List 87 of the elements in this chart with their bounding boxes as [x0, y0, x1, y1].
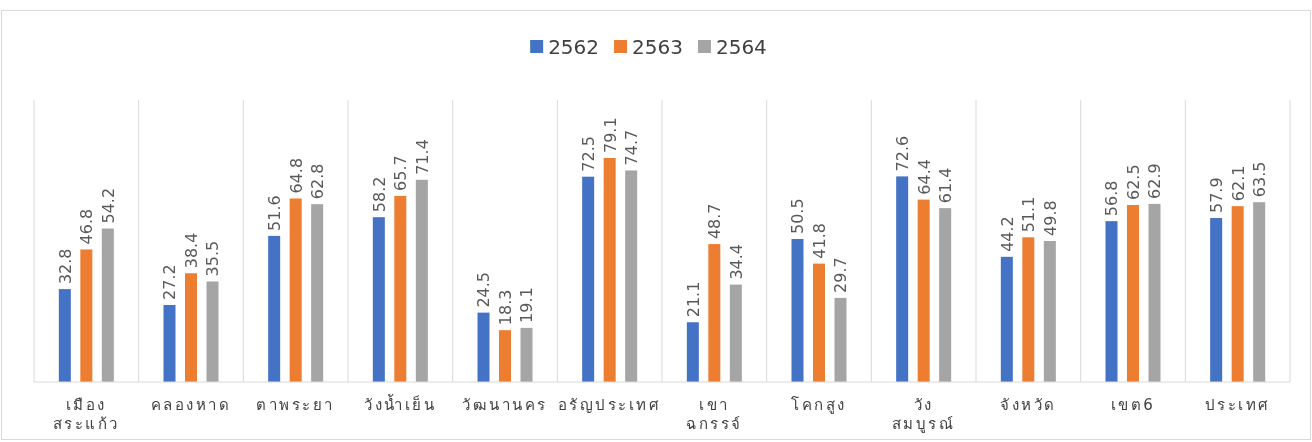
x-tick-label: วังน้ำเย็น [364, 394, 437, 414]
bar [80, 249, 93, 382]
data-label: 50.5 [788, 198, 808, 234]
bar [268, 235, 281, 382]
bar [185, 273, 197, 382]
bar [1148, 203, 1161, 382]
x-tick-label: คลองหาด [150, 396, 232, 414]
x-tick-label: ประเทศ [1204, 396, 1271, 414]
data-label: 62.9 [1145, 163, 1165, 199]
data-label: 62.5 [1124, 164, 1143, 201]
x-tick-label: ตาพระยา [256, 396, 335, 414]
data-label: 51.6 [265, 195, 285, 231]
data-label: 65.7 [391, 155, 411, 191]
data-label: 35.5 [203, 240, 223, 277]
x-tick-label: อรัญประเทศ [557, 396, 662, 414]
bar [939, 208, 952, 382]
data-label: 46.8 [77, 208, 97, 245]
bar [896, 176, 909, 382]
bar [1022, 237, 1035, 382]
data-label: 29.7 [831, 257, 851, 293]
x-tick-label: จังหวัด [1000, 396, 1057, 414]
bar [477, 312, 490, 382]
bar [791, 238, 804, 382]
bar [58, 289, 71, 382]
data-label: 64.8 [286, 157, 306, 194]
data-label: 61.4 [936, 167, 956, 204]
legend-label: 2564 [715, 35, 767, 59]
data-label: 62.1 [1228, 165, 1248, 202]
bar [625, 170, 638, 382]
bar [1253, 202, 1266, 382]
bar [708, 244, 721, 382]
bar [499, 330, 511, 382]
data-label: 34.4 [726, 243, 746, 280]
bar [163, 304, 176, 382]
data-label: 41.8 [810, 223, 829, 259]
bar [686, 322, 699, 382]
legend-label: 2563 [632, 35, 683, 59]
x-tick-label: โคกสูง [791, 396, 847, 414]
data-label: 72.5 [579, 136, 599, 172]
bar [394, 195, 407, 382]
bar [1210, 218, 1223, 382]
bar [729, 284, 742, 382]
data-label: 27.2 [160, 264, 180, 300]
bar [520, 327, 533, 382]
bar [917, 199, 930, 382]
bar [1043, 240, 1056, 382]
bar [372, 217, 385, 382]
data-label: 79.1 [600, 117, 620, 153]
bar [289, 198, 302, 382]
legend-label: 2562 [548, 35, 600, 59]
data-label: 71.4 [412, 139, 432, 175]
data-label: 48.7 [705, 203, 725, 240]
bar [603, 158, 616, 382]
bar [101, 228, 114, 382]
bar [1105, 221, 1118, 382]
x-tick-label: เขต6 [1110, 396, 1156, 414]
data-label: 64.4 [914, 159, 934, 195]
data-label: 57.9 [1207, 177, 1227, 214]
bar [415, 179, 428, 382]
data-label: 62.8 [308, 163, 328, 200]
bar [1231, 206, 1244, 382]
data-label: 18.3 [496, 289, 515, 326]
data-label: 38.4 [182, 232, 201, 269]
data-label: 49.8 [1040, 200, 1060, 236]
bar [1000, 256, 1013, 382]
bar [582, 176, 595, 382]
data-label: 21.1 [683, 281, 703, 318]
data-label: 72.6 [893, 135, 913, 172]
x-tick-label: วัฒนานคร [462, 396, 548, 414]
data-label: 74.7 [622, 129, 642, 166]
data-label: 63.5 [1250, 161, 1270, 198]
data-label: 51.1 [1019, 196, 1039, 233]
bar [311, 204, 324, 382]
bar [1127, 205, 1139, 382]
data-label: 58.2 [369, 176, 389, 213]
x-tick-label: เมือง สระแก้ว [52, 396, 120, 433]
data-label: 32.8 [55, 248, 75, 285]
data-label: 54.2 [98, 187, 118, 224]
data-label: 44.2 [997, 216, 1017, 252]
x-tick-label: วังสมบูรณ์ [891, 396, 956, 433]
bar [206, 281, 219, 382]
x-tick-label: เขาฉกรรจ์ [686, 396, 743, 433]
bar [813, 263, 825, 382]
data-label: 19.1 [517, 287, 537, 323]
bar [834, 297, 847, 382]
data-label: 56.8 [1102, 180, 1122, 217]
data-label: 24.5 [474, 271, 494, 308]
